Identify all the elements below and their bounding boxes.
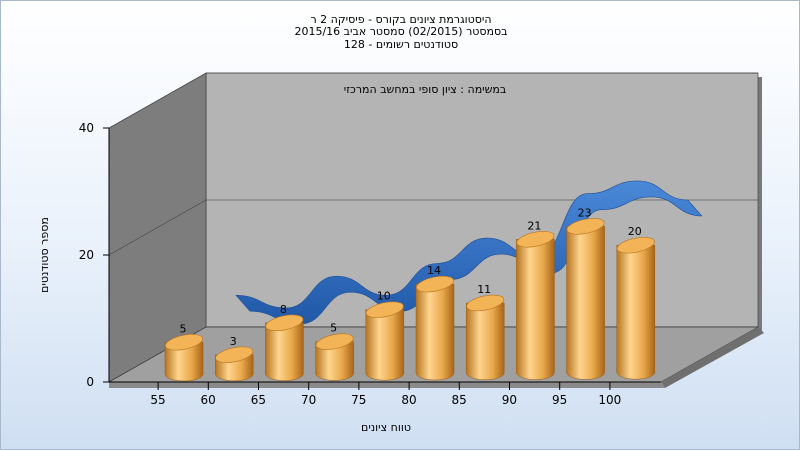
bar-top xyxy=(265,314,304,332)
x-tick-label: 95 xyxy=(552,393,567,407)
x-tick-label: 80 xyxy=(401,393,416,407)
bar xyxy=(265,314,304,381)
x-tick-label: 70 xyxy=(301,393,316,407)
y-tick-label: 40 xyxy=(79,121,94,135)
x-tick-label: 75 xyxy=(351,393,366,407)
bar xyxy=(365,301,405,381)
bar-body xyxy=(566,226,605,380)
x-axis-label: טווח ציונים xyxy=(361,421,411,434)
bar xyxy=(164,334,204,382)
data-label: 8 xyxy=(280,303,287,316)
bar xyxy=(415,275,455,381)
bar xyxy=(315,333,354,381)
bar-top xyxy=(165,334,203,351)
chart-subtitle: במשימה : ציון סופי במחשב המרכזי xyxy=(344,83,507,96)
bar-body xyxy=(516,239,555,380)
bar xyxy=(214,346,254,382)
x-tick-label: 90 xyxy=(502,393,517,407)
data-label: 14 xyxy=(427,264,441,277)
chart-title-line-1: היסטוגרמת ציונים בקורס - פיסיקה 2 ר xyxy=(310,13,492,26)
bar-body xyxy=(265,322,304,381)
floor-edge xyxy=(661,327,764,388)
bar-top xyxy=(315,333,354,350)
chart-title-line-3: סטודנטים רשומים - 128 xyxy=(343,38,459,51)
data-label: 5 xyxy=(180,322,187,335)
data-label: 10 xyxy=(377,290,391,303)
bar xyxy=(616,236,656,380)
bar-top xyxy=(365,301,404,318)
gridline xyxy=(108,72,758,129)
bar-top xyxy=(566,218,605,235)
bar-body xyxy=(465,302,505,381)
bar xyxy=(465,294,505,381)
bar-body xyxy=(616,244,656,380)
bar xyxy=(566,218,605,380)
bar-top xyxy=(215,346,254,363)
x-tick-label: 55 xyxy=(150,393,165,407)
bar xyxy=(516,231,555,380)
y-tick-label: 0 xyxy=(86,375,94,389)
data-label: 21 xyxy=(527,219,541,232)
bar-top xyxy=(416,275,454,293)
bar-body xyxy=(315,341,354,381)
x-tick-label: 85 xyxy=(452,393,467,407)
bar-top xyxy=(616,236,655,254)
bar-body xyxy=(164,342,204,382)
y-tick-label: 20 xyxy=(79,248,94,262)
data-label: 20 xyxy=(628,225,642,238)
chart-title-line-2: בסמסטר (02/2015) סמסטר אביב 2015/16 xyxy=(294,25,508,38)
bar-top xyxy=(466,294,505,312)
x-tick-label: 100 xyxy=(598,393,621,407)
x-tick-label: 65 xyxy=(251,393,266,407)
y-axis-label: מספר סטודנטים xyxy=(38,217,51,293)
gridline xyxy=(108,199,758,256)
data-label: 3 xyxy=(230,335,237,348)
bar-body xyxy=(415,283,455,381)
floor-front xyxy=(109,382,665,388)
bar-top xyxy=(516,231,555,248)
bar-body xyxy=(365,309,405,381)
data-label: 5 xyxy=(330,322,337,335)
data-label: 11 xyxy=(477,283,491,296)
data-label: 23 xyxy=(578,206,592,219)
x-tick-label: 60 xyxy=(201,393,216,407)
